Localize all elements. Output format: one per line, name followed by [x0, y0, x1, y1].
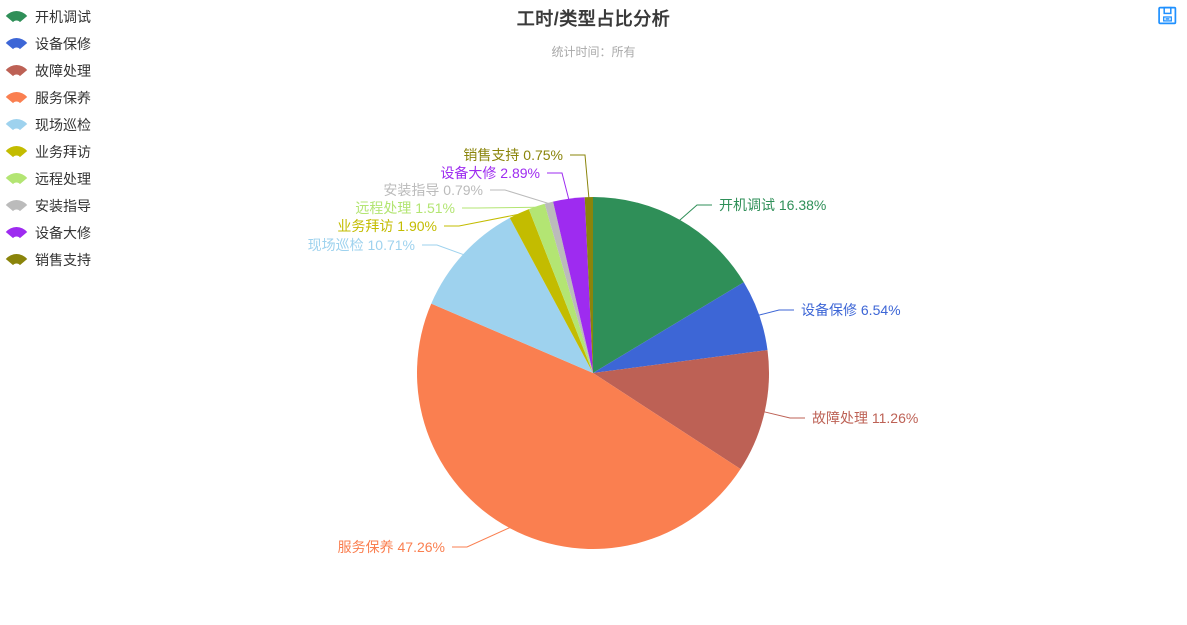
pie-slice[interactable] [416, 303, 741, 550]
save-image-icon [1158, 6, 1177, 25]
legend-item-label: 现场巡检 [35, 116, 91, 133]
label-line [763, 411, 805, 419]
slice-label: 故障处理 11.26% [812, 410, 918, 426]
legend-item-label: 销售支持 [35, 251, 91, 268]
slice-label: 设备保修 6.54% [801, 302, 901, 318]
chart-title: 工时/类型占比分析 [516, 9, 671, 29]
legend: 开机调试设备保修故障处理服务保养现场巡检业务拜访远程处理安装指导设备大修销售支持 [4, 9, 91, 279]
pie-slice[interactable] [593, 197, 744, 373]
pie-slice[interactable] [431, 217, 593, 373]
pie-slice[interactable] [528, 203, 593, 373]
legend-item-label: 设备大修 [35, 224, 91, 241]
slice-label: 服务保养 47.26% [338, 539, 445, 555]
pie-sector-icon [5, 146, 28, 158]
legend-item-label: 远程处理 [35, 170, 91, 187]
pie-sector-icon [5, 65, 28, 77]
label-line [547, 172, 570, 200]
legend-item-label: 安装指导 [35, 197, 91, 214]
label-line [678, 204, 712, 222]
label-line [422, 244, 465, 256]
legend-item[interactable]: 设备保修 [4, 35, 91, 52]
legend-item-label: 服务保养 [35, 89, 91, 106]
label-line [444, 213, 520, 227]
pie-slice[interactable] [593, 282, 768, 373]
pie-sector-icon [5, 92, 28, 104]
slice-label: 安装指导 0.79% [383, 182, 483, 198]
legend-item[interactable]: 开机调试 [4, 8, 91, 25]
legend-item-label: 开机调试 [35, 8, 91, 25]
legend-item[interactable]: 业务拜访 [4, 143, 91, 160]
pie-slice[interactable] [509, 209, 593, 373]
slice-label: 销售支持 0.75% [463, 147, 563, 163]
slice-label: 远程处理 1.51% [355, 200, 455, 216]
legend-item-label: 故障处理 [35, 62, 91, 79]
label-line [462, 206, 538, 209]
pie-slice[interactable] [593, 350, 769, 470]
legend-item[interactable]: 安装指导 [4, 197, 91, 214]
pie-slice[interactable] [544, 201, 593, 373]
pie-slice[interactable] [553, 197, 593, 373]
save-image-button[interactable] [1156, 4, 1179, 27]
legend-item[interactable]: 销售支持 [4, 251, 91, 268]
pie-sector-icon [5, 200, 28, 212]
chart-subtitle: 统计时间：所有 [551, 45, 636, 59]
pie-sector-icon [5, 11, 28, 23]
legend-item-label: 设备保修 [35, 35, 91, 52]
label-line [758, 309, 794, 316]
legend-item[interactable]: 现场巡检 [4, 116, 91, 133]
pie-sector-icon [5, 119, 28, 131]
pie-sector-icon [5, 38, 28, 50]
slice-label: 开机调试 16.38% [719, 197, 826, 213]
legend-item[interactable]: 远程处理 [4, 170, 91, 187]
legend-item[interactable]: 设备大修 [4, 224, 91, 241]
legend-item[interactable]: 服务保养 [4, 89, 91, 106]
toolbox [1156, 4, 1179, 30]
pie-sector-icon [5, 227, 28, 239]
slice-label: 现场巡检 10.71% [308, 237, 415, 253]
pie-sector-icon [5, 254, 28, 266]
legend-item-label: 业务拜访 [35, 143, 91, 160]
label-line [452, 526, 511, 548]
pie-sector-icon [5, 173, 28, 185]
slice-label: 业务拜访 1.90% [337, 218, 437, 234]
label-line [490, 189, 550, 205]
slice-label: 设备大修 2.89% [440, 165, 540, 181]
label-line [570, 154, 590, 199]
pie-slice[interactable] [584, 197, 593, 373]
legend-item[interactable]: 故障处理 [4, 62, 91, 79]
